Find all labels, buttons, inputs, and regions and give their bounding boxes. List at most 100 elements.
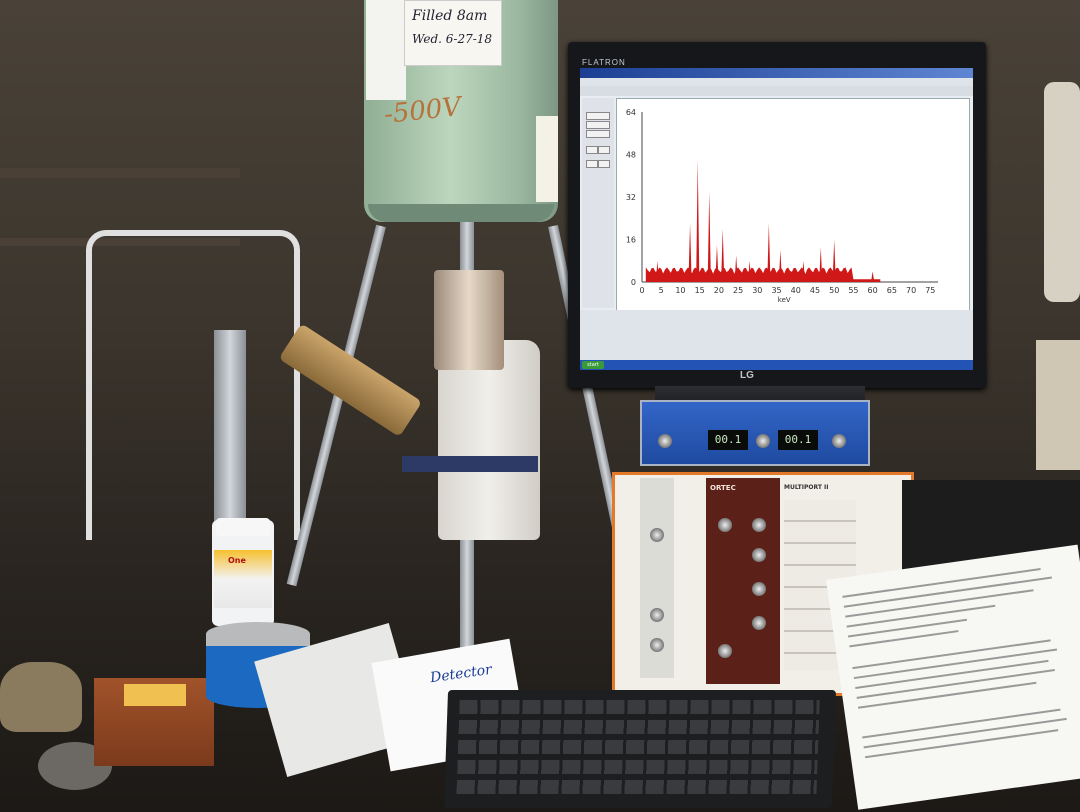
window-title-bar (580, 68, 973, 78)
amplifier-knob[interactable] (752, 582, 766, 596)
module-knob[interactable] (650, 608, 664, 622)
start-button[interactable]: start (582, 361, 604, 369)
dewar-fill-note (404, 0, 502, 66)
control-button[interactable] (598, 146, 610, 154)
spectrum-peak (734, 255, 738, 282)
taskbar (580, 360, 973, 370)
amplifier-knob[interactable] (752, 548, 766, 562)
counter-display-left: 00.1 (708, 430, 748, 450)
dewar-paper-tag (366, 0, 406, 100)
bottle-cap (216, 518, 270, 536)
y-tick-label: 64 (626, 108, 636, 117)
spectrum-readout-panel (580, 310, 973, 360)
x-axis-unit: keV (778, 296, 791, 304)
plastic-jug (438, 340, 540, 540)
spectrum-peak (778, 250, 782, 282)
spectrum-peak (707, 191, 711, 282)
spectrum-peak (819, 247, 823, 282)
x-tick-label: 10 (675, 286, 685, 295)
y-tick-label: 32 (626, 193, 636, 202)
x-tick-label: 5 (659, 286, 664, 295)
spectrum-peak (767, 223, 771, 282)
module-knob[interactable] (650, 638, 664, 652)
multiport-label: MULTIPORT II (784, 484, 829, 491)
spectrum-peak (832, 239, 836, 282)
x-tick-label: 20 (714, 286, 724, 295)
spectrum-peak (655, 260, 659, 282)
spectrum-peak (680, 268, 684, 282)
key-row[interactable] (457, 760, 818, 774)
counter-knob[interactable] (756, 434, 770, 448)
key-row[interactable] (458, 720, 820, 734)
control-button[interactable] (586, 146, 598, 154)
control-button[interactable] (586, 160, 598, 168)
key-row[interactable] (459, 700, 820, 714)
x-tick-label: 75 (925, 286, 935, 295)
x-tick-label: 65 (887, 286, 897, 295)
spectrum-plot: 64 48 32 16 00 5 10 15 20 25 30 35 40 45 50 55 60 65 70 75 k… (626, 108, 938, 304)
lab-stand-frame (86, 230, 300, 540)
x-tick-label: 30 (752, 286, 762, 295)
handout-text-line (847, 618, 968, 638)
bottle-brand: One (228, 556, 246, 565)
counter-timer-unit: 00.1 00.1 (640, 400, 870, 466)
spectrum-peak (721, 228, 725, 282)
module-knob[interactable] (650, 528, 664, 542)
y-tick-label: 0 (631, 278, 636, 287)
key-row[interactable] (457, 740, 819, 754)
spectrum-peak (871, 271, 875, 282)
amplifier-knob[interactable] (752, 518, 766, 532)
stand-post (214, 330, 246, 550)
amplifier-gain-knob[interactable] (718, 518, 732, 532)
counter-knob[interactable] (832, 434, 846, 448)
x-tick-label: 55 (848, 286, 858, 295)
source-box-label (124, 684, 186, 706)
nim-module-left (640, 478, 674, 678)
wall-sign (1036, 340, 1080, 470)
x-tick-label: 0 (639, 286, 644, 295)
bottle-label (214, 550, 272, 608)
dewar-side-label (536, 116, 558, 202)
wall-shelf (0, 168, 240, 178)
spectrum-peak (801, 260, 806, 282)
spectroscopy-amplifier (706, 478, 780, 684)
y-tick-label: 16 (626, 236, 636, 245)
spectrum-peak (748, 260, 752, 282)
amplifier-knob[interactable] (752, 616, 766, 630)
monitor-logo: LG (740, 370, 754, 381)
window-menu-bar (580, 78, 973, 86)
monitor-brand: FLATRON (582, 58, 626, 67)
counter-knob[interactable] (658, 434, 672, 448)
x-tick-label: 45 (810, 286, 820, 295)
fill-note-date: Wed. 6-27-18 (412, 32, 493, 46)
amplifier-brand: ORTEC (710, 484, 736, 492)
x-tick-label: 35 (771, 286, 781, 295)
keyboard[interactable] (443, 690, 837, 808)
x-tick-label: 25 (733, 286, 743, 295)
foam-cushion (0, 662, 82, 732)
detector-cold-finger (434, 270, 504, 370)
x-tick-label: 15 (695, 286, 705, 295)
dewar-rim (368, 204, 554, 222)
wall-shelf (0, 238, 240, 246)
control-button[interactable] (598, 160, 610, 168)
wall-device (1044, 82, 1080, 302)
control-button[interactable] (586, 112, 610, 120)
counter-display-right: 00.1 (778, 430, 818, 450)
amplifier-knob[interactable] (718, 644, 732, 658)
lab-handout (826, 544, 1080, 810)
x-tick-label: 50 (829, 286, 839, 295)
spectrum-peak (688, 223, 692, 282)
spectrum-peak (696, 159, 700, 282)
x-tick-label: 60 (868, 286, 878, 295)
spectrum-peak (844, 266, 848, 282)
fill-note-time: Filled 8am (412, 8, 488, 24)
control-button[interactable] (586, 130, 610, 138)
window-toolbar (580, 86, 973, 96)
control-button[interactable] (586, 121, 610, 129)
acquisition-control-panel (582, 98, 614, 335)
spectrum-peak (715, 244, 719, 282)
key-row[interactable] (456, 780, 817, 794)
lab-jack-platform (402, 456, 538, 472)
